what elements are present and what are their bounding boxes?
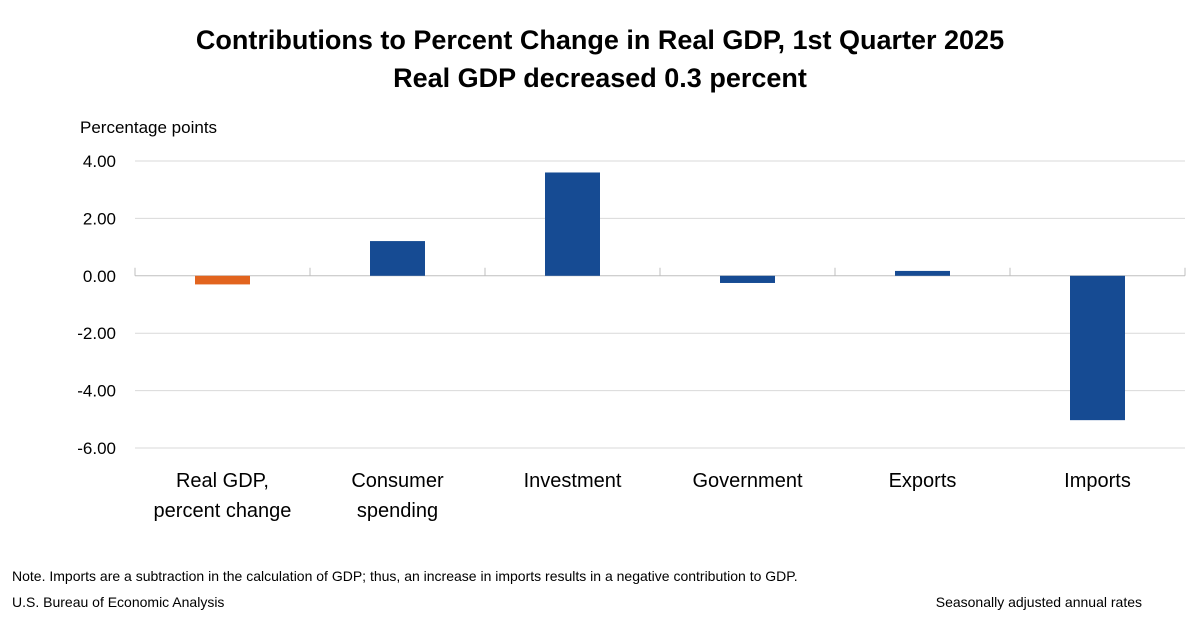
x-tick-label: Government — [692, 470, 802, 492]
y-tick-label: 2.00 — [83, 209, 116, 228]
rates-note: Seasonally adjusted annual rates — [935, 594, 1142, 610]
gdp-contributions-chart: Percentage points 4.00 2.00 0.00 -2.00 -4.00… — [77, 118, 1186, 522]
y-tick-label: 0.00 — [83, 267, 116, 286]
gridlines — [134, 160, 1186, 449]
chart-title: Contributions to Percent Change in Real … — [195, 25, 1005, 55]
bar-real-gdp-percent-change — [195, 275, 250, 285]
x-tick-label: Exports — [889, 470, 957, 492]
x-tick-label: Investment — [524, 470, 622, 492]
x-tick-label: spending — [357, 500, 438, 522]
chart-subtitle: Real GDP decreased 0.3 percent — [393, 63, 807, 93]
bar-imports — [1070, 275, 1125, 421]
bar-investment — [545, 172, 600, 276]
bar-government — [720, 275, 775, 283]
x-tick-label: Real GDP, — [176, 470, 269, 492]
y-tick-label: -2.00 — [77, 324, 116, 343]
bar-exports — [895, 270, 950, 276]
x-tick-label: Consumer — [351, 470, 444, 492]
y-tick-label: -6.00 — [77, 439, 116, 458]
bar-consumer-spending — [370, 241, 425, 276]
x-tick-label: percent change — [154, 500, 292, 522]
x-axis-labels: Real GDP, percent change Consumer spending I… — [154, 470, 1131, 522]
bars — [195, 172, 1125, 421]
y-tick-label: -4.00 — [77, 382, 116, 401]
footnote: Note. Imports are a subtraction in the c… — [12, 568, 798, 584]
y-axis-label: Percentage points — [80, 118, 217, 137]
y-axis-ticks: 4.00 2.00 0.00 -2.00 -4.00 -6.00 — [77, 152, 116, 458]
x-tick-label: Imports — [1064, 470, 1131, 492]
source-credit: U.S. Bureau of Economic Analysis — [12, 594, 225, 610]
y-tick-label: 4.00 — [83, 152, 116, 171]
